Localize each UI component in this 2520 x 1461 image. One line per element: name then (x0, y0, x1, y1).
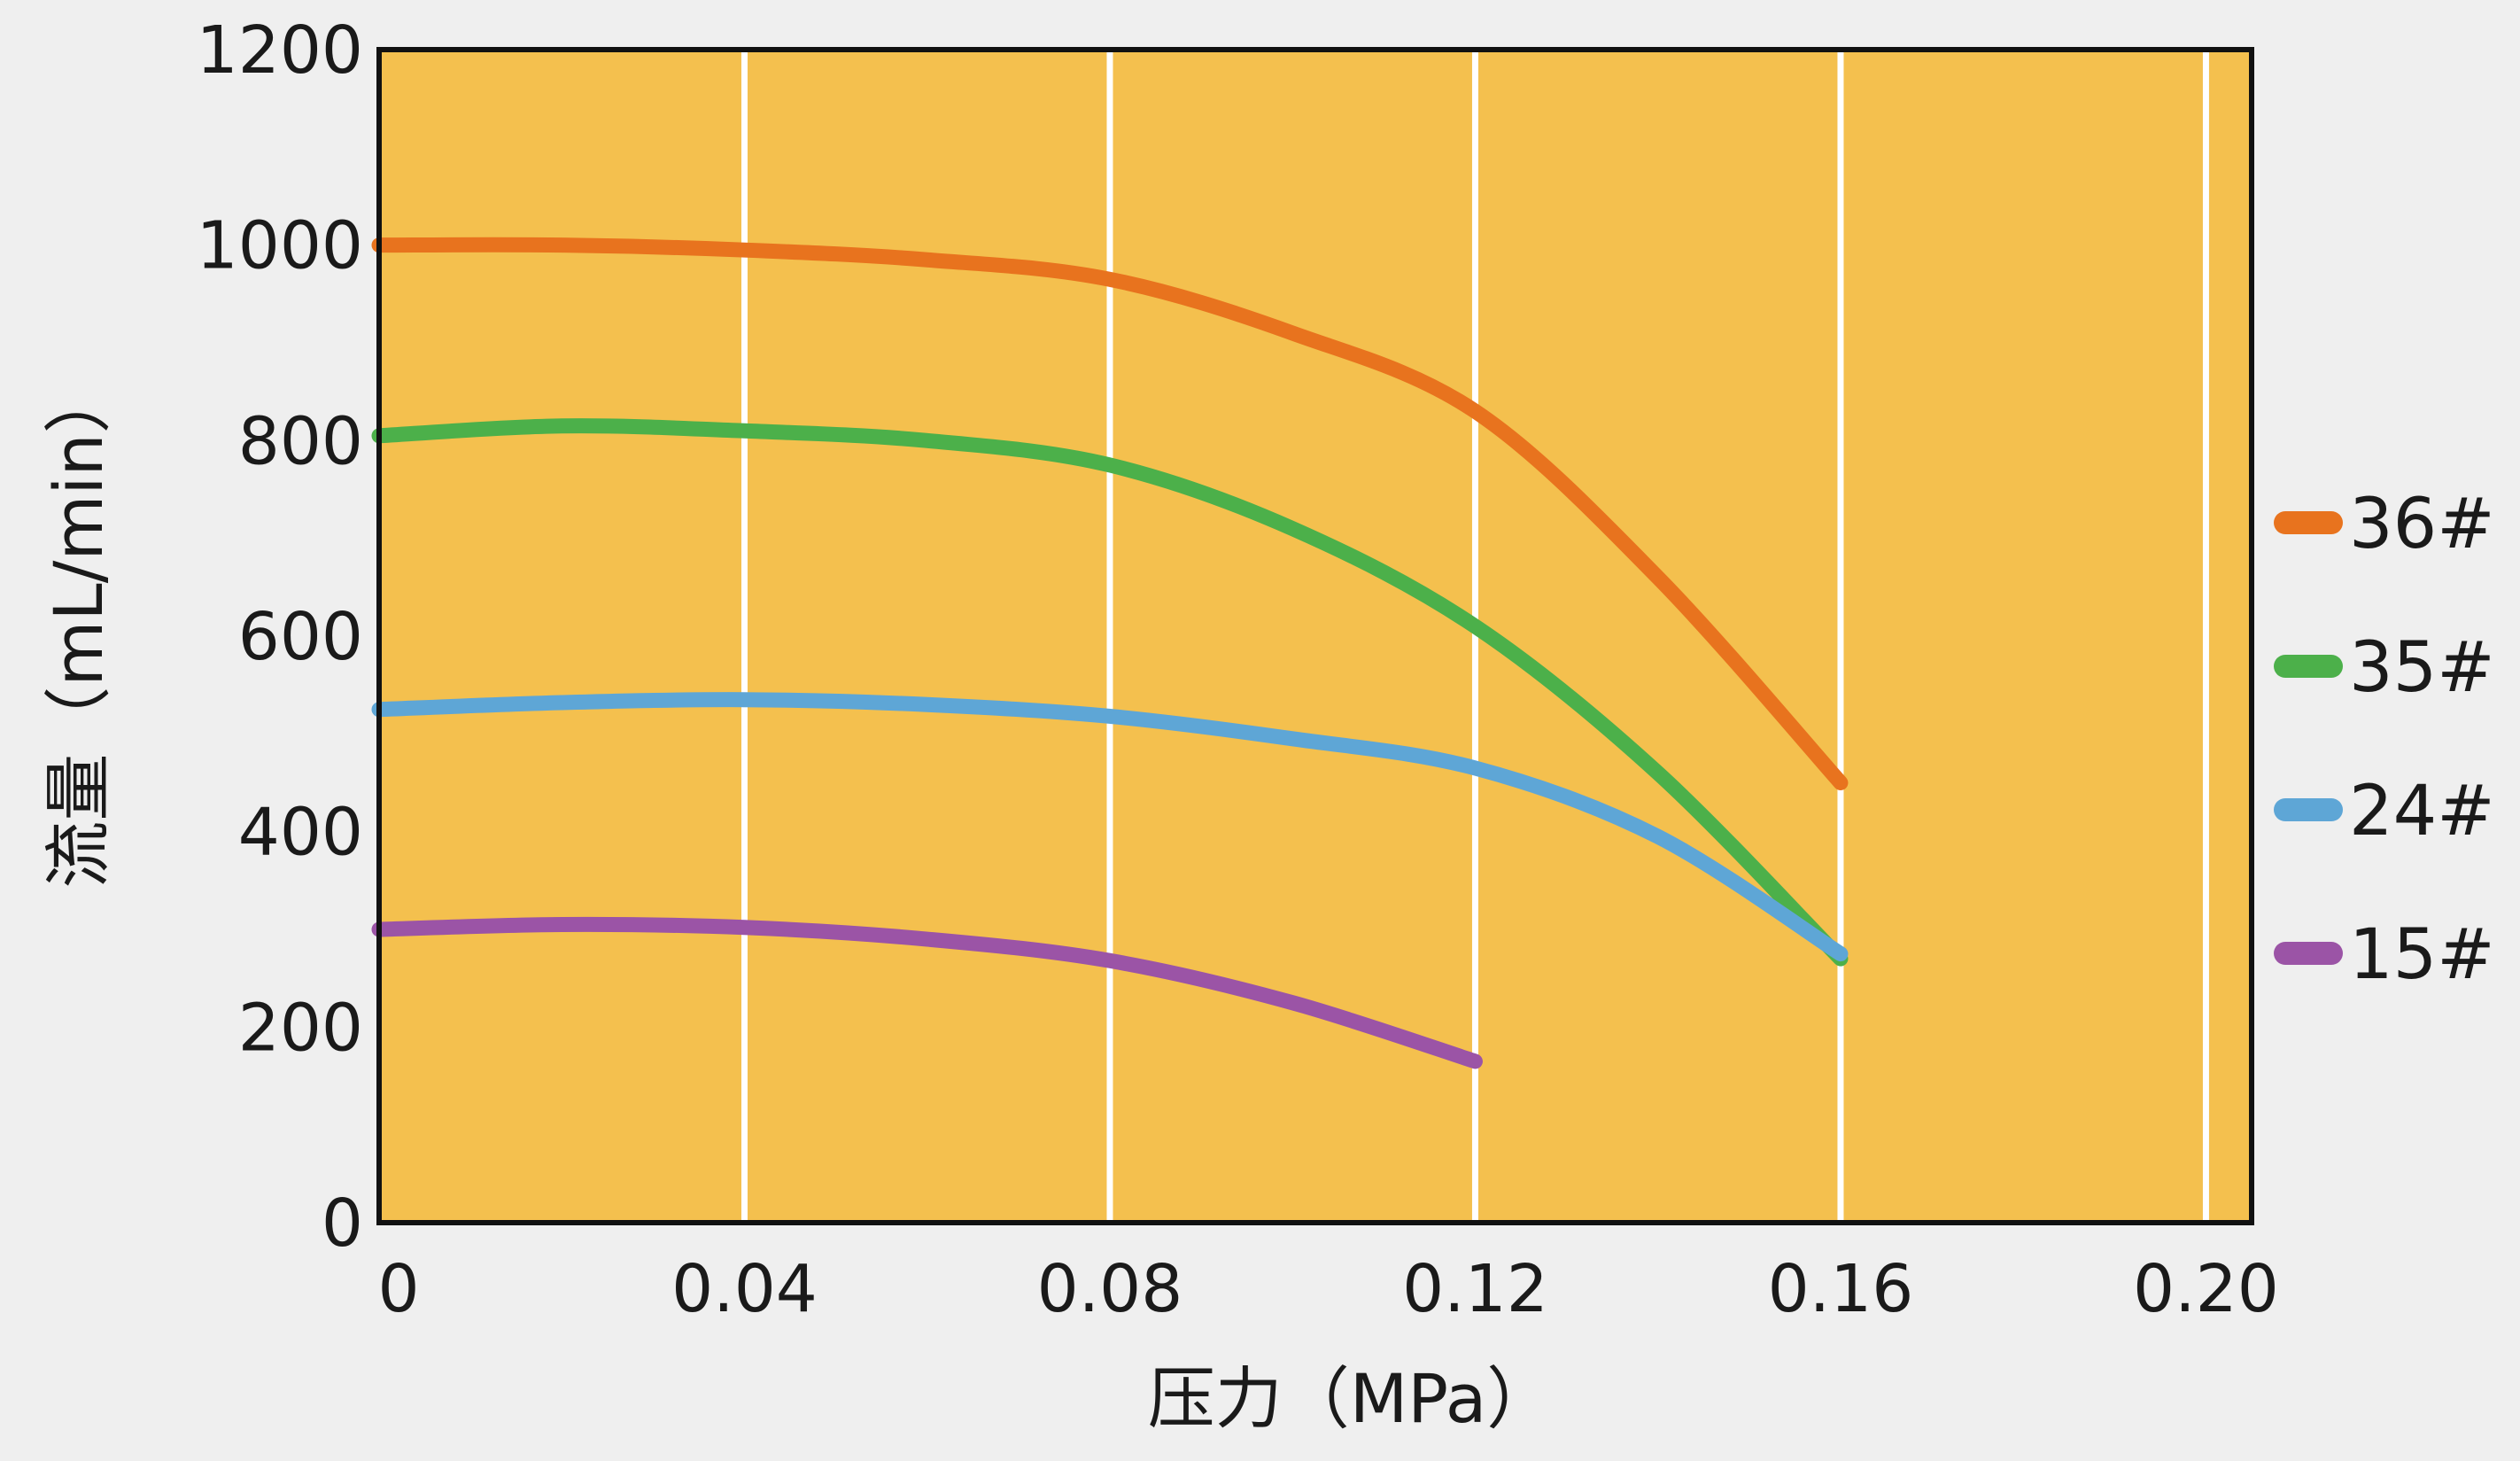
y-tick-label: 0 (322, 1185, 363, 1262)
y-tick-label: 1200 (197, 12, 363, 89)
x-tick-label: 0.16 (1768, 1251, 1914, 1327)
y-tick-label: 800 (238, 403, 363, 479)
series-line-35 (371, 418, 1849, 967)
y-tick-label: 400 (238, 795, 363, 871)
y-tick-label: 1000 (197, 208, 363, 284)
x-tick-label: 0.12 (1402, 1251, 1548, 1327)
x-axis-ticks: 0 0.04 0.08 0.12 0.16 0.20 (377, 1251, 2278, 1327)
legend-label-36: 36# (2349, 485, 2495, 564)
x-axis-title: 压力（MPa） (1148, 1359, 1555, 1438)
legend: 36# 35# 24# 15# (2274, 485, 2495, 995)
series-line-36 (371, 237, 1849, 790)
x-tick-label: 0 (377, 1251, 419, 1327)
series-lines (371, 237, 1849, 1069)
x-tick-label: 0.20 (2133, 1251, 2279, 1327)
plot-background (379, 50, 2252, 1223)
series-line-15 (371, 916, 1483, 1069)
y-tick-label: 200 (238, 990, 363, 1066)
grid-lines (740, 50, 2209, 1223)
legend-label-35: 35# (2349, 628, 2495, 708)
legend-label-15: 15# (2349, 915, 2495, 995)
legend-label-24: 24# (2349, 772, 2495, 851)
x-tick-label: 0.08 (1037, 1251, 1183, 1327)
y-tick-label: 600 (238, 599, 363, 675)
y-axis-ticks: 0 200 400 600 800 1000 1200 (197, 12, 363, 1262)
series-line-24 (371, 692, 1849, 962)
y-axis-title: 流量（mL/min） (39, 366, 118, 888)
plot-frame (376, 47, 2254, 1225)
x-tick-label: 0.04 (671, 1251, 818, 1327)
